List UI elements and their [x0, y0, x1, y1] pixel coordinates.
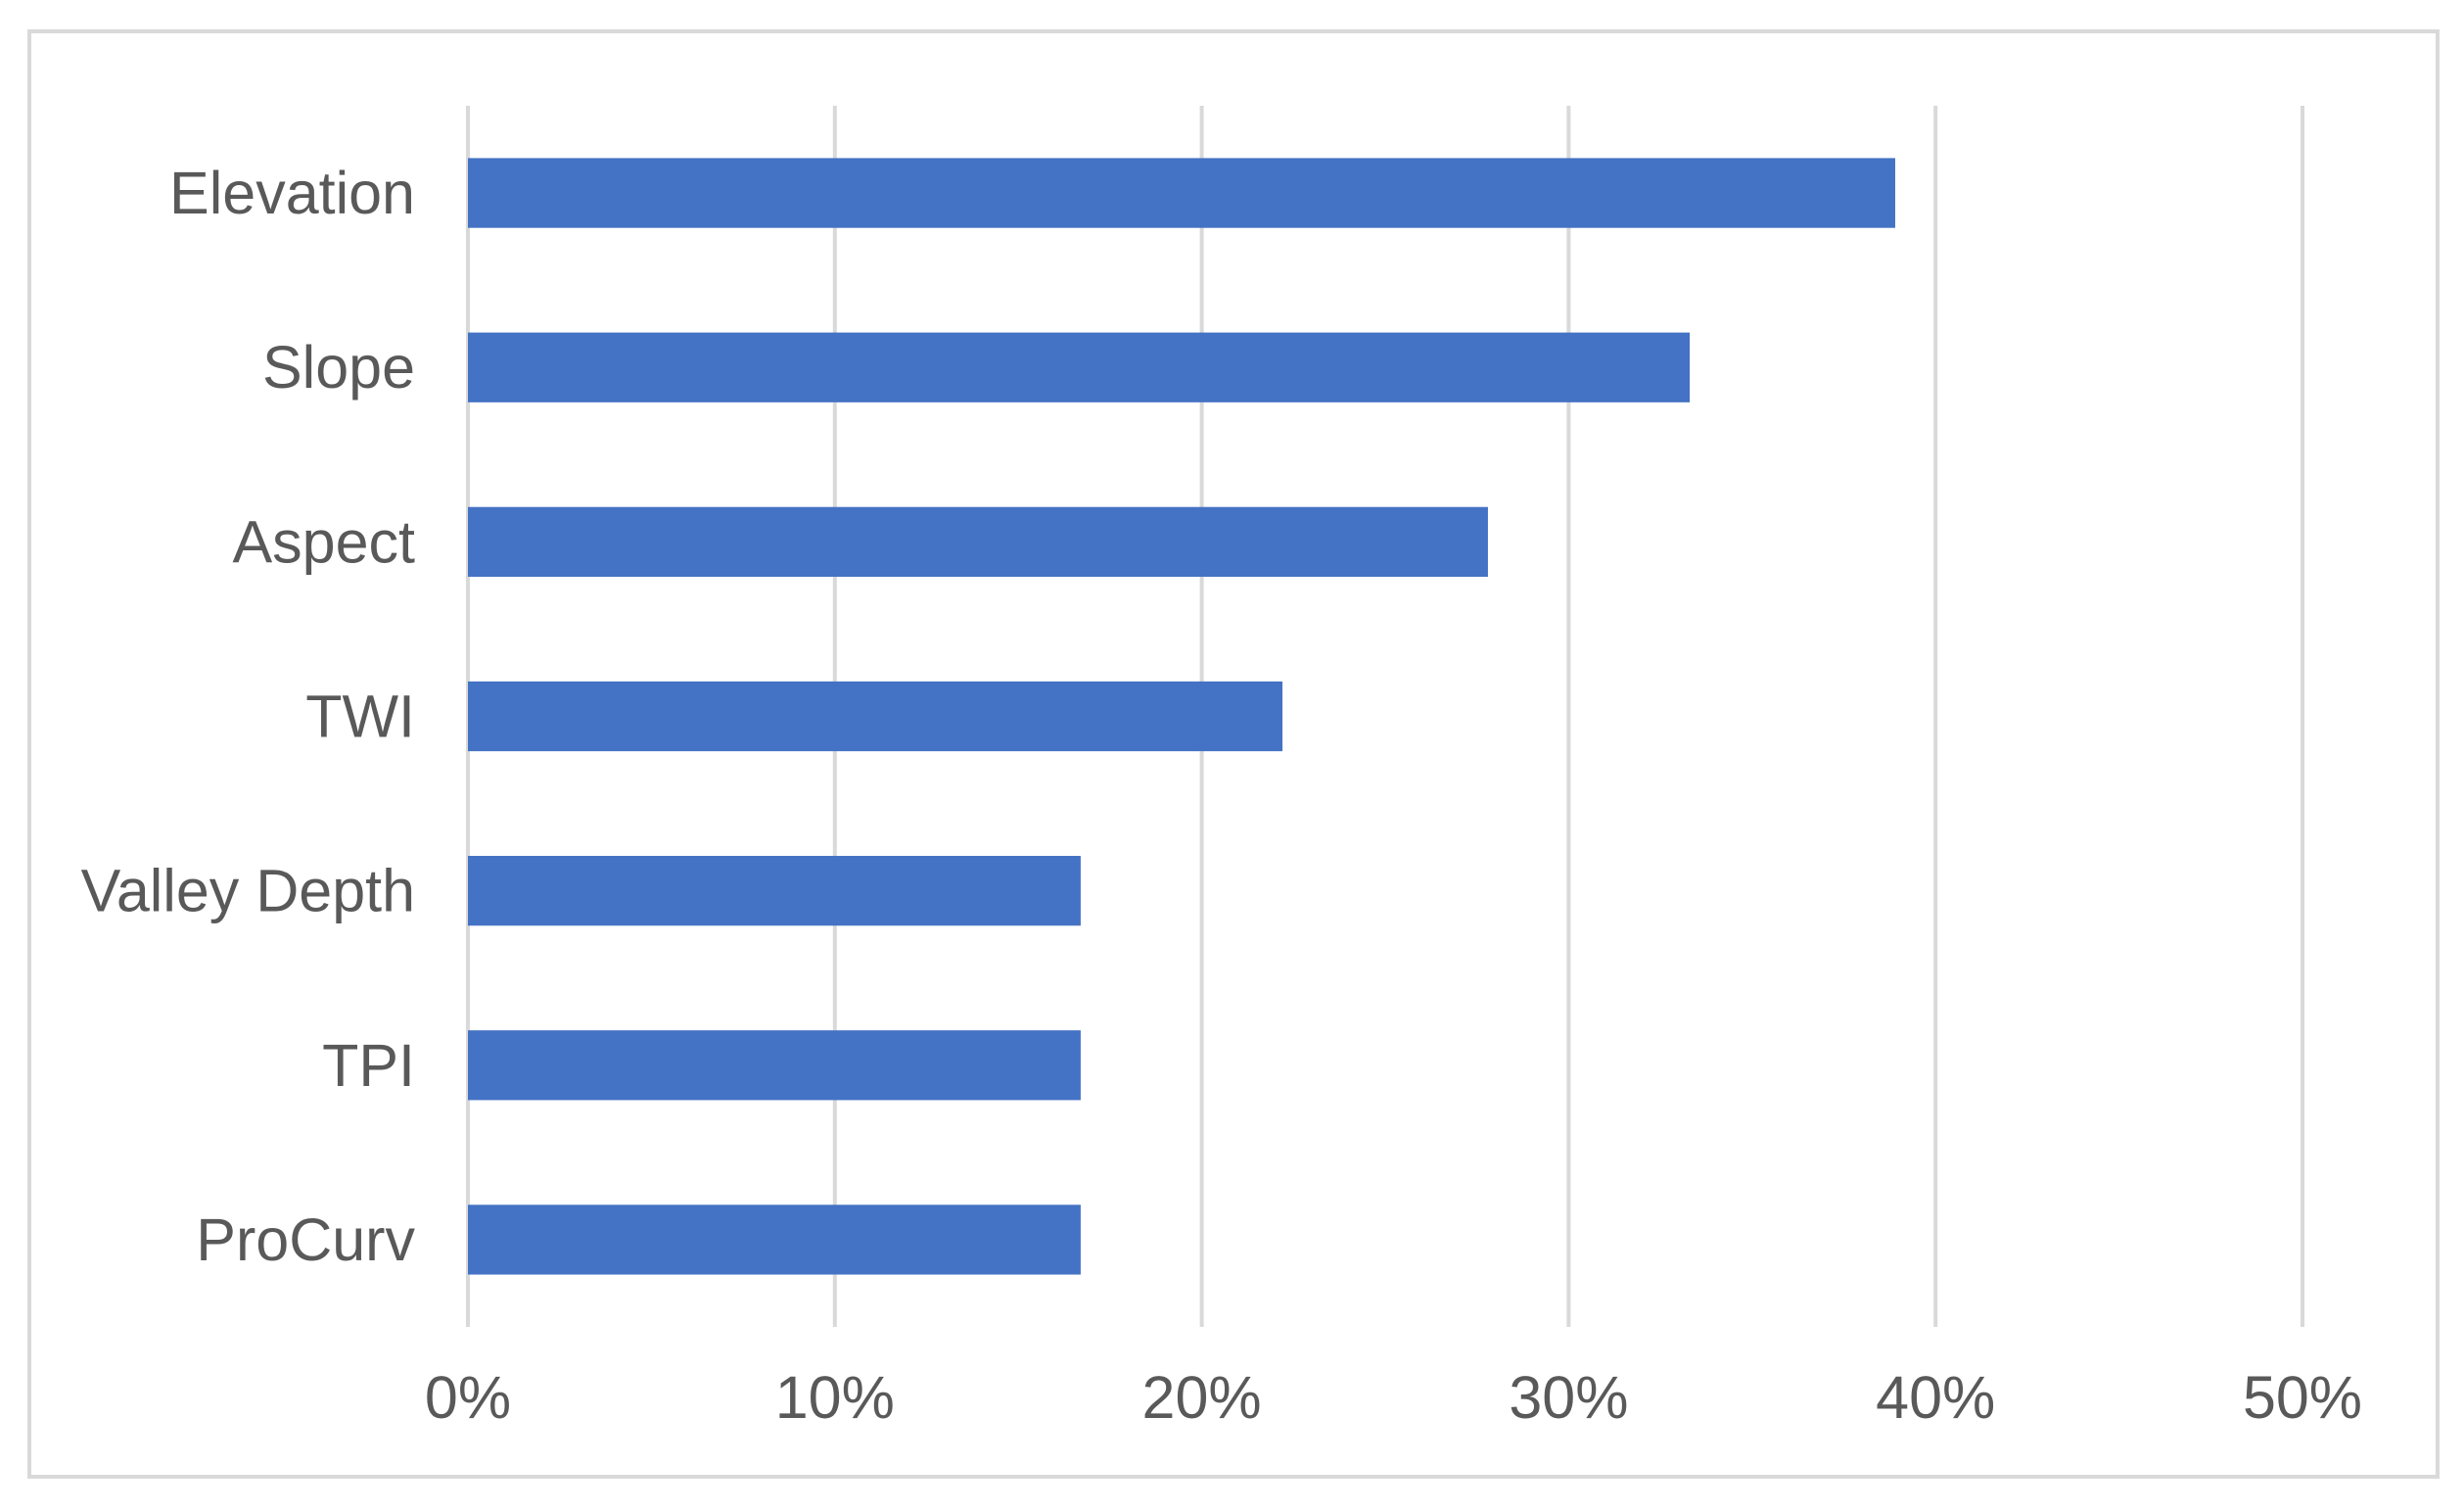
bar	[468, 158, 1895, 228]
bar	[468, 1204, 1081, 1275]
bar	[468, 1030, 1081, 1101]
category-label: Valley Depth	[81, 858, 415, 924]
category-label: Aspect	[233, 508, 416, 575]
bars	[468, 158, 1895, 1275]
category-labels: Elevation Slope Aspect TWI Valley Depth TPI Pr…	[81, 160, 416, 1273]
category-label: ProCurv	[196, 1206, 415, 1273]
x-tick-label: 10%	[775, 1364, 895, 1431]
bar	[468, 506, 1488, 577]
category-label: TWI	[305, 684, 415, 750]
x-tick-labels: 0% 10% 20% 30% 40% 50%	[425, 1364, 2362, 1431]
bar	[468, 856, 1081, 926]
x-tick-label: 0%	[425, 1364, 511, 1431]
category-label: Slope	[262, 334, 415, 401]
bar	[468, 332, 1691, 402]
category-label: Elevation	[169, 160, 415, 226]
x-tick-label: 30%	[1509, 1364, 1628, 1431]
category-label: TPI	[322, 1032, 415, 1099]
x-tick-label: 50%	[2243, 1364, 2362, 1431]
x-tick-label: 40%	[1876, 1364, 1995, 1431]
gridlines	[466, 106, 2304, 1327]
x-tick-label: 20%	[1142, 1364, 1262, 1431]
bar	[468, 681, 1283, 752]
chart-border	[27, 29, 2440, 1479]
